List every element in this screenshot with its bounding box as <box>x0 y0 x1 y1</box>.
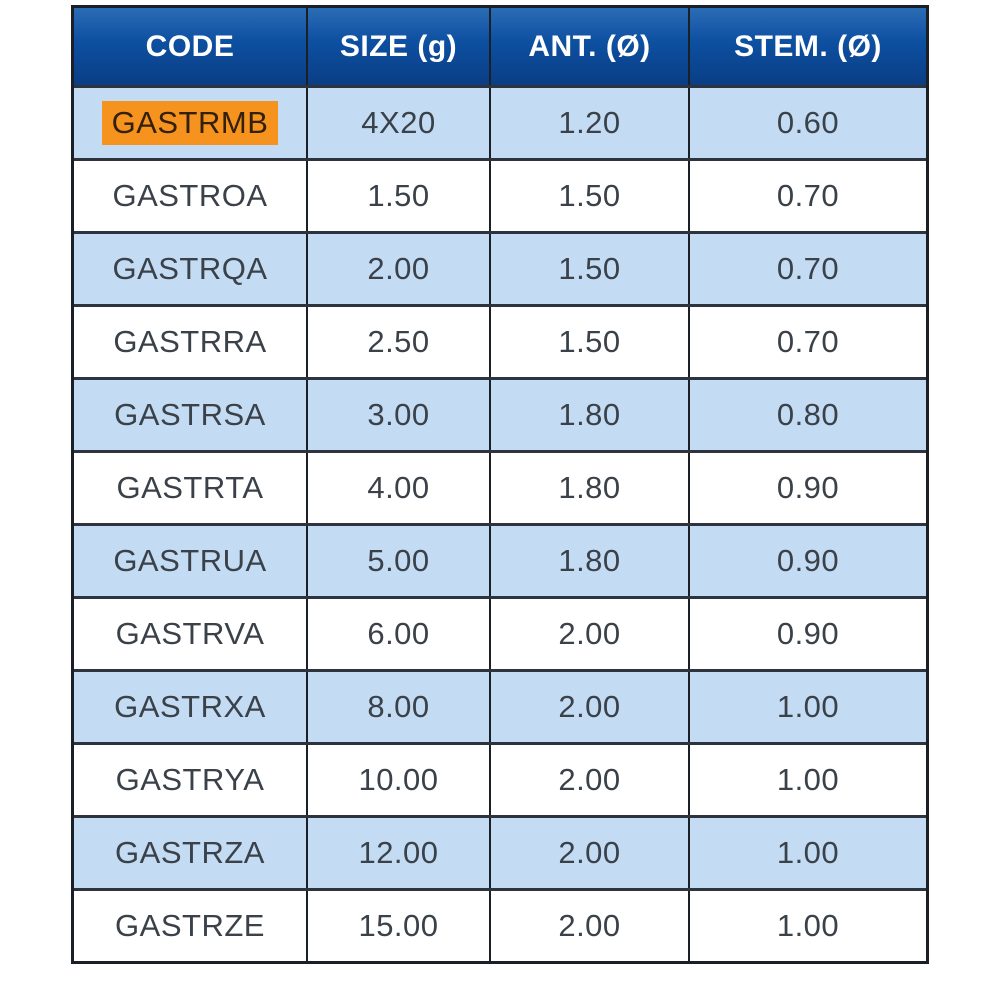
table-row: GASTRYA 10.00 2.00 1.00 <box>74 742 926 815</box>
cell-stem: 0.70 <box>688 234 926 304</box>
table-row: GASTRVA 6.00 2.00 0.90 <box>74 596 926 669</box>
cell-size: 4X20 <box>306 88 489 158</box>
cell-ant: 1.50 <box>489 307 688 377</box>
cell-size: 10.00 <box>306 745 489 815</box>
cell-code: GASTRUA <box>113 543 267 578</box>
cell-size: 6.00 <box>306 599 489 669</box>
header-cell-ant: ANT. (Ø) <box>489 8 688 85</box>
cell-size: 1.50 <box>306 161 489 231</box>
cell-ant: 2.00 <box>489 818 688 888</box>
cell-ant: 2.00 <box>489 745 688 815</box>
cell-stem: 0.80 <box>688 380 926 450</box>
spec-table: CODE SIZE (g) ANT. (Ø) STEM. (Ø) GASTRMB… <box>71 5 929 964</box>
cell-size: 3.00 <box>306 380 489 450</box>
cell-code: GASTROA <box>112 178 268 213</box>
cell-code: GASTRQA <box>112 251 268 286</box>
cell-stem: 1.00 <box>688 891 926 961</box>
table-row: GASTRZE 15.00 2.00 1.00 <box>74 888 926 961</box>
table-row: GASTRMB 4X20 1.20 0.60 <box>74 85 926 158</box>
cell-ant: 1.80 <box>489 380 688 450</box>
cell-stem: 1.00 <box>688 672 926 742</box>
cell-size: 2.50 <box>306 307 489 377</box>
table-row: GASTRZA 12.00 2.00 1.00 <box>74 815 926 888</box>
cell-code: GASTRVA <box>115 616 265 651</box>
cell-ant: 1.50 <box>489 234 688 304</box>
cell-ant: 1.80 <box>489 453 688 523</box>
cell-ant: 1.80 <box>489 526 688 596</box>
cell-code: GASTRZA <box>115 835 265 870</box>
table-row: GASTRRA 2.50 1.50 0.70 <box>74 304 926 377</box>
cell-size: 8.00 <box>306 672 489 742</box>
cell-stem: 0.70 <box>688 307 926 377</box>
cell-stem: 0.90 <box>688 526 926 596</box>
table-row: GASTRTA 4.00 1.80 0.90 <box>74 450 926 523</box>
cell-stem: 1.00 <box>688 818 926 888</box>
cell-size: 15.00 <box>306 891 489 961</box>
cell-code: GASTRTA <box>116 470 264 505</box>
cell-stem: 1.00 <box>688 745 926 815</box>
cell-code: GASTRYA <box>115 762 265 797</box>
cell-stem: 0.60 <box>688 88 926 158</box>
cell-size: 12.00 <box>306 818 489 888</box>
cell-size: 5.00 <box>306 526 489 596</box>
cell-ant: 2.00 <box>489 891 688 961</box>
table-header-row: CODE SIZE (g) ANT. (Ø) STEM. (Ø) <box>74 8 926 85</box>
header-cell-size: SIZE (g) <box>306 8 489 85</box>
table-row: GASTRQA 2.00 1.50 0.70 <box>74 231 926 304</box>
cell-code: GASTRZE <box>115 908 265 943</box>
header-cell-code: CODE <box>145 29 235 63</box>
cell-ant: 2.00 <box>489 599 688 669</box>
highlighted-code: GASTRMB <box>101 101 279 145</box>
cell-code: GASTRMB <box>74 88 306 158</box>
table-row: GASTRSA 3.00 1.80 0.80 <box>74 377 926 450</box>
header-cell-stem: STEM. (Ø) <box>688 8 926 85</box>
cell-ant: 1.50 <box>489 161 688 231</box>
cell-stem: 0.90 <box>688 453 926 523</box>
cell-code: GASTRSA <box>114 397 266 432</box>
cell-ant: 2.00 <box>489 672 688 742</box>
cell-ant: 1.20 <box>489 88 688 158</box>
table-row: GASTROA 1.50 1.50 0.70 <box>74 158 926 231</box>
cell-size: 2.00 <box>306 234 489 304</box>
table-row: GASTRUA 5.00 1.80 0.90 <box>74 523 926 596</box>
cell-stem: 0.90 <box>688 599 926 669</box>
cell-code: GASTRXA <box>114 689 266 724</box>
cell-size: 4.00 <box>306 453 489 523</box>
cell-code: GASTRRA <box>113 324 267 359</box>
cell-stem: 0.70 <box>688 161 926 231</box>
table-row: GASTRXA 8.00 2.00 1.00 <box>74 669 926 742</box>
